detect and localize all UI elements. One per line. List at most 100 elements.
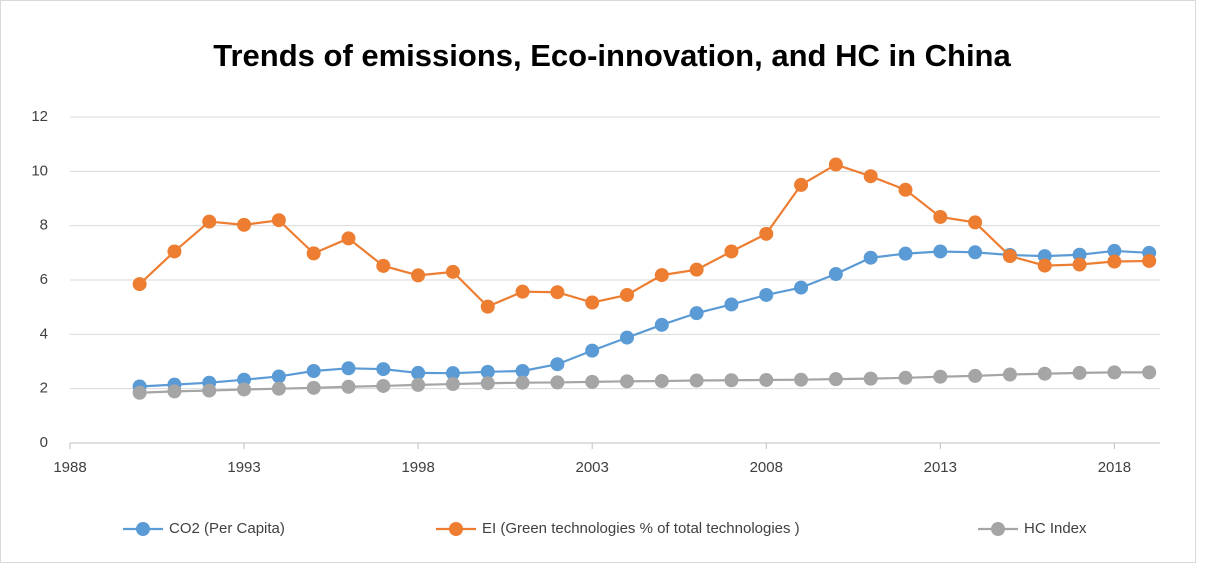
marker xyxy=(411,365,426,380)
marker xyxy=(933,244,948,259)
marker xyxy=(271,381,286,396)
marker xyxy=(341,361,356,376)
marker xyxy=(411,268,426,283)
marker xyxy=(1107,254,1122,269)
marker xyxy=(515,364,530,379)
marker xyxy=(167,244,182,259)
marker xyxy=(306,246,321,261)
marker xyxy=(968,215,983,230)
marker xyxy=(724,373,739,388)
marker xyxy=(724,244,739,259)
marker xyxy=(585,343,600,358)
marker xyxy=(1107,365,1122,380)
marker xyxy=(654,317,669,332)
marker xyxy=(689,262,704,277)
x-tick-label: 1998 xyxy=(401,459,434,476)
x-tick-label: 2008 xyxy=(750,459,783,476)
x-tick-label: 2003 xyxy=(576,459,609,476)
y-tick-label: 2 xyxy=(40,380,48,397)
marker xyxy=(411,377,426,392)
marker xyxy=(1072,247,1087,262)
marker xyxy=(933,209,948,224)
marker xyxy=(828,372,843,387)
marker xyxy=(1072,365,1087,380)
marker xyxy=(759,226,774,241)
marker xyxy=(585,374,600,389)
marker xyxy=(1002,249,1017,264)
marker xyxy=(898,370,913,385)
marker xyxy=(689,306,704,321)
marker xyxy=(620,374,634,389)
marker xyxy=(376,378,391,393)
marker xyxy=(654,374,669,389)
y-tick-label: 0 xyxy=(40,434,48,451)
marker xyxy=(445,366,460,381)
legend-marker xyxy=(991,522,1005,536)
y-tick-label: 8 xyxy=(40,217,48,234)
marker xyxy=(1142,365,1157,380)
marker xyxy=(794,280,809,295)
marker xyxy=(968,245,983,260)
marker xyxy=(132,277,147,292)
marker xyxy=(202,383,217,398)
marker xyxy=(237,217,252,232)
marker xyxy=(306,380,321,395)
marker xyxy=(1037,366,1052,381)
marker xyxy=(1107,243,1122,258)
marker xyxy=(445,377,460,392)
y-tick-label: 12 xyxy=(31,108,48,125)
marker xyxy=(1072,257,1087,272)
marker xyxy=(759,287,774,302)
marker xyxy=(585,295,600,310)
marker xyxy=(480,299,495,314)
marker xyxy=(1002,367,1017,382)
marker xyxy=(167,384,182,399)
y-tick-label: 4 xyxy=(40,325,48,342)
marker xyxy=(550,285,565,300)
line xyxy=(138,163,1150,308)
marker xyxy=(620,287,634,302)
marker xyxy=(1142,253,1157,268)
x-tick-label: 1988 xyxy=(53,459,86,476)
legend-label: CO2 (Per Capita) xyxy=(169,520,285,537)
legend-label: EI (Green technologies % of total techno… xyxy=(482,520,800,537)
marker xyxy=(376,362,391,377)
marker xyxy=(237,372,252,387)
marker xyxy=(898,182,913,197)
marker xyxy=(550,375,565,390)
marker xyxy=(237,382,252,397)
marker xyxy=(1037,258,1052,273)
marker xyxy=(341,379,356,394)
marker xyxy=(620,330,634,345)
marker xyxy=(898,246,913,261)
marker xyxy=(794,177,809,192)
x-tick-label: 2013 xyxy=(924,459,957,476)
marker xyxy=(271,213,286,228)
marker xyxy=(550,357,565,372)
chart-title: Trends of emissions, Eco-innovation, and… xyxy=(213,38,1011,73)
marker xyxy=(828,157,843,172)
x-tick-label: 2018 xyxy=(1098,459,1131,476)
marker xyxy=(306,364,321,379)
marker xyxy=(132,385,147,400)
marker xyxy=(202,214,217,229)
marker xyxy=(759,372,774,387)
legend-label: HC Index xyxy=(1024,520,1087,537)
marker xyxy=(515,284,530,299)
x-tick-label: 1993 xyxy=(227,459,260,476)
y-tick-label: 6 xyxy=(40,271,48,288)
marker xyxy=(445,264,460,279)
marker xyxy=(794,372,809,387)
marker xyxy=(968,368,983,383)
marker xyxy=(863,371,878,386)
marker xyxy=(654,268,669,283)
legend-marker xyxy=(449,522,463,536)
marker xyxy=(480,364,495,379)
marker xyxy=(271,369,286,384)
marker xyxy=(863,169,878,184)
y-tick-label: 10 xyxy=(31,162,48,179)
legend-marker xyxy=(136,522,150,536)
marker xyxy=(376,258,391,273)
